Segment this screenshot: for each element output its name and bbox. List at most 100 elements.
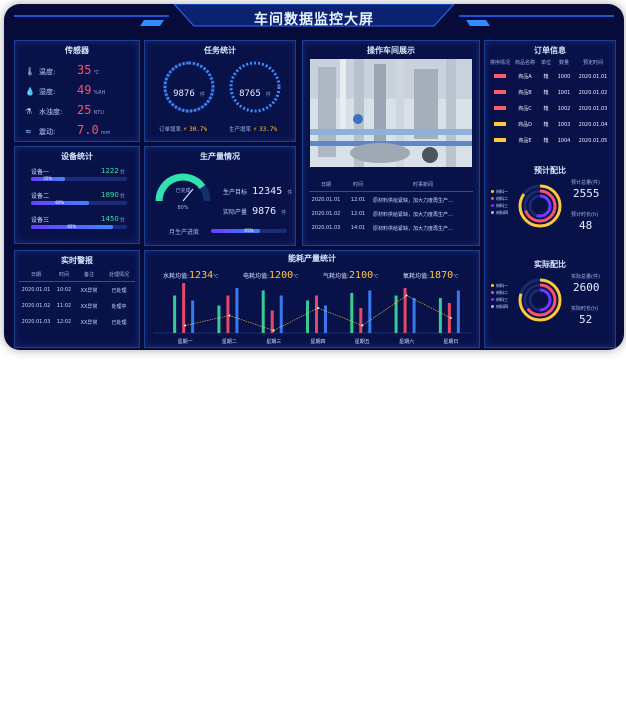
alarm-time: 12:02	[56, 319, 72, 325]
rank-badge	[494, 121, 506, 126]
reflection-fade	[4, 352, 624, 472]
equip-value: 1222台	[101, 167, 125, 175]
sensor-row: 💧 湿度: 49 %RH	[25, 79, 135, 97]
equip-label: 设备一	[31, 169, 50, 176]
chart-bar	[261, 290, 265, 333]
legend-label: 材料二	[496, 290, 508, 295]
chart-bar	[403, 288, 407, 333]
order-rank	[488, 121, 512, 128]
sensor-row: ⚗ 水浊度: 25 NTU	[25, 99, 135, 117]
legend-dot	[491, 204, 494, 207]
sensor-row: 🌡 温度: 35 ℃	[25, 59, 135, 77]
equip-number: 1222	[101, 167, 119, 175]
energy-kpi-value: 2100	[349, 270, 374, 281]
energy-kpi-label: 气耗均值:	[323, 273, 350, 280]
chart-point	[361, 324, 364, 327]
order-name: 商品C	[518, 106, 532, 112]
legend-label: 材料三	[496, 297, 508, 302]
alarm-note: XX异常	[80, 304, 98, 310]
order-row: 商品E 箱 1004 2020.01.05	[488, 137, 612, 144]
energy-kpi-label: 水耗均值:	[163, 273, 190, 280]
task-panel: 任务统计 9876 件 8765 件 订单增率 ⚡ 30.7% 生产增率 ⚡ 3…	[144, 40, 296, 142]
news-row: 2020.01.02 12:01 原材料供给紧缺，加大力度再生产...	[309, 211, 473, 218]
order-rank	[488, 105, 512, 112]
ring2-unit: 件	[265, 92, 271, 98]
equip-label: 设备二	[31, 193, 50, 200]
gauge-pct: 80%	[177, 205, 189, 211]
chart-x-tick: 星期四	[310, 339, 325, 345]
news-text: 原材料供给紧缺，加大力度再生产...	[373, 212, 453, 218]
order-qty: 1004	[557, 137, 571, 144]
alarm-row: 2020.01.01 10:02 XX异常 已处理	[19, 287, 135, 294]
chart-bar	[456, 290, 460, 333]
news-text: 原材料供给紧缺，加大力度再生产...	[373, 226, 453, 232]
chart-bar	[394, 295, 398, 333]
chart-bar	[350, 293, 354, 333]
page-title: 车间数据监控大屏	[254, 12, 374, 28]
equip-unit: 台	[119, 193, 125, 199]
chart-x-tick: 星期一	[178, 339, 193, 345]
alarm-title: 实时警报	[61, 256, 93, 265]
energy-kpi: 电耗均值:1200℃	[243, 263, 299, 282]
actual-legend: 材料一 材料二 材料三 材料四	[491, 283, 515, 311]
workshop-panel: 操作车间展示 日期 时间 时事新闻 2020.01.01 12:01 原材料	[302, 40, 480, 246]
order-rank	[488, 137, 512, 144]
order-name: 商品D	[518, 122, 532, 128]
alarm-row: 2020.01.03 12:02 XX异常 已处理	[19, 319, 135, 326]
equip-fill	[31, 201, 89, 205]
water-icon: ⚗	[25, 107, 33, 116]
alarm-header-date: 日期	[30, 272, 41, 278]
gauge-label: 已完成	[175, 188, 191, 194]
rank-badge	[494, 73, 506, 78]
energy-kpi-value: 1870	[429, 270, 454, 281]
production-title: 生产量情况	[200, 152, 240, 161]
energy-kpi-unit: ℃	[373, 274, 379, 280]
sensor-value: 7.0	[77, 123, 99, 137]
ring2-pct: 33.7%	[259, 126, 278, 133]
order-name: 商品A	[518, 74, 532, 80]
chart-bar	[412, 298, 416, 333]
production-panel: 生产量情况 已完成 80% 生产目标 12345 件 实际产量 9876 件 月…	[144, 146, 296, 246]
equip-unit: 台	[119, 169, 125, 175]
chart-bar	[270, 310, 274, 333]
energy-kpi-unit: ℃	[293, 274, 299, 280]
news-divider	[309, 191, 473, 192]
chart-bar	[235, 288, 239, 333]
chart-bar	[368, 290, 372, 333]
order-qty: 1001	[557, 89, 571, 96]
alarm-row: 2020.01.02 11:02 XX异常 处理中	[19, 303, 135, 310]
actual-label: 实际产量	[223, 209, 248, 216]
sensor-value: 25	[77, 103, 92, 117]
actual-ring	[528, 288, 552, 312]
header-decoration	[14, 4, 614, 27]
plan-legend-item: 材料二	[491, 196, 515, 203]
droplet-icon: 💧	[25, 87, 35, 96]
sensor-panel: 传感器 🌡 温度: 35 ℃ 💧 湿度: 49 %RH ⚗ 水浊度: 25 NTU ≈ 震动: 7.0 mm	[14, 40, 140, 142]
order-row: 商品C 箱 1002 2020.01.03	[488, 105, 612, 112]
chart-x-tick: 星期六	[399, 338, 414, 345]
alarm-header-note: 备注	[83, 272, 94, 278]
legend-dot	[491, 291, 494, 294]
plan-legend-item: 材料一	[491, 189, 515, 196]
orders-panel: 订单信息 排序情况 商品名称 单位 数量 预定时间 商品A 箱 1000 2020.0…	[484, 40, 616, 348]
ring1-arrow-icon: ⚡	[182, 126, 188, 133]
plan-ring	[528, 194, 552, 218]
order-row: 商品A 箱 1000 2020.01.01	[488, 73, 612, 80]
orders-table: 排序情况 商品名称 单位 数量 预定时间 商品A 箱 1000 2020.01.01 商…	[488, 59, 612, 159]
rank-badge	[494, 89, 506, 94]
sensor-title: 传感器	[65, 46, 89, 55]
plan-rings	[518, 184, 562, 228]
task-ring-2	[229, 61, 281, 113]
order-name: 商品E	[518, 138, 532, 144]
sensor-unit: ℃	[93, 70, 100, 76]
alarm-divider	[19, 281, 135, 282]
actual-ring	[518, 278, 562, 322]
plan-ring	[518, 184, 562, 228]
dashboard-screen: 车间数据监控大屏 传感器 🌡 温度: 35 ℃ 💧 湿度: 49 %RH ⚗ 水浊度: 25 NTU ≈…	[4, 4, 624, 350]
chart-point	[228, 314, 231, 317]
rank-badge	[494, 137, 506, 142]
order-rank	[488, 89, 512, 96]
orders-header-unit: 单位	[540, 60, 551, 66]
legend-label: 材料一	[496, 189, 508, 194]
plan-k2: 预计时长(h)	[571, 212, 599, 218]
